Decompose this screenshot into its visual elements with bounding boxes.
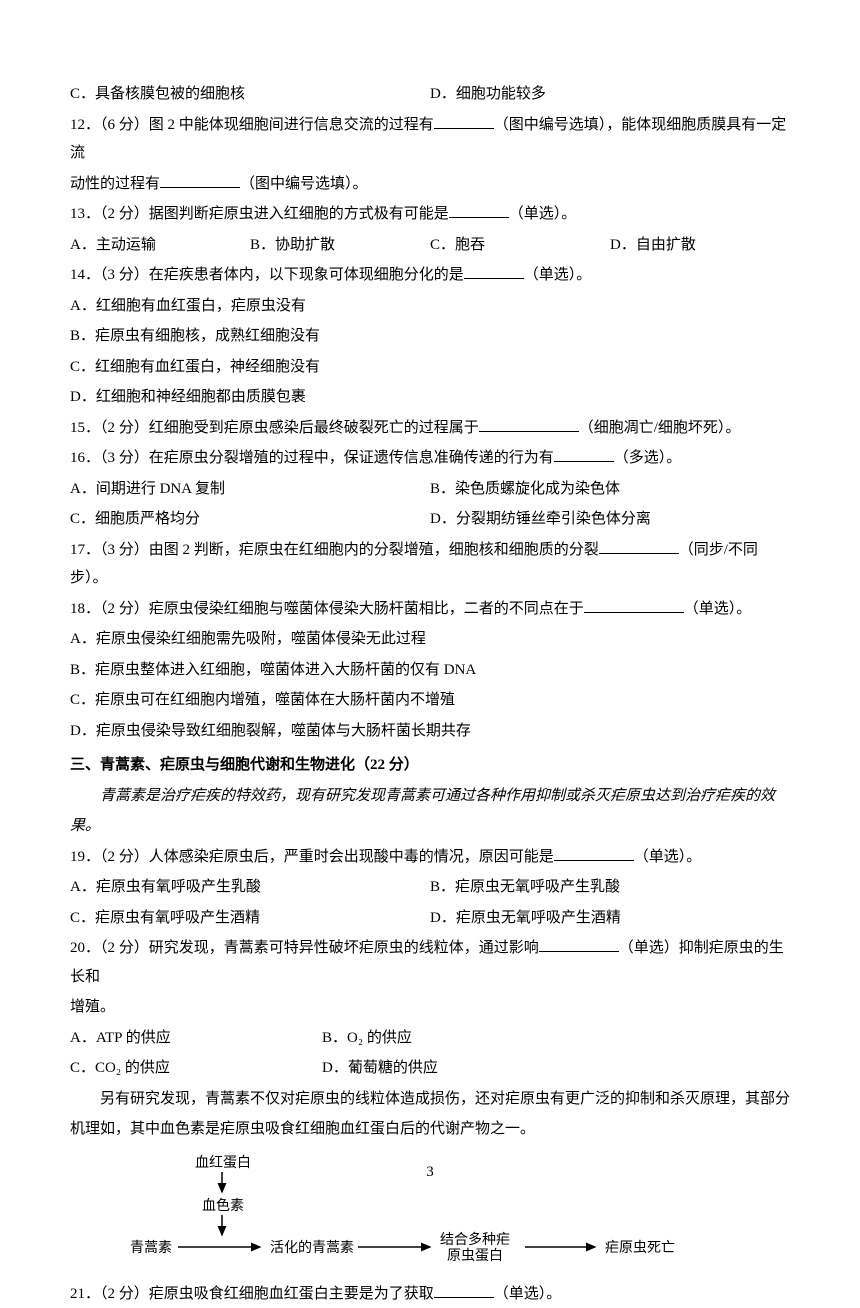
q20-option-a: A．ATP 的供应 — [70, 1024, 322, 1053]
q19-text: 19．（2 分）人体感染疟原虫后，严重时会出现酸中毒的情况，原因可能是 — [70, 849, 554, 865]
q17-text: 17．（3 分）由图 2 判断，疟原虫在红细胞内的分裂增殖，细胞核和细胞质的分裂 — [70, 542, 599, 558]
q12-prefix: 12．（6 分）图 2 中能体现细胞间进行信息交流的过程有 — [70, 117, 434, 133]
q18-blank — [584, 598, 684, 613]
q16-suffix: （多选）。 — [614, 450, 682, 466]
q18-stem: 18．（2 分）疟原虫侵染红细胞与噬菌体侵染大肠杆菌相比，二者的不同点在于 （单选… — [70, 595, 790, 624]
q18-option-c: C．疟原虫可在红细胞内增殖，噬菌体在大肠杆菌内不增殖 — [70, 686, 790, 715]
q20-line1: 20．（2 分）研究发现，青蒿素可特异性破坏疟原虫的线粒体，通过影响（单选）抑制… — [70, 934, 790, 991]
q16-blank — [554, 447, 614, 462]
q13-option-d: D．自由扩散 — [610, 231, 790, 260]
q17-blank — [599, 539, 679, 554]
q18-option-a: A．疟原虫侵染红细胞需先吸附，噬菌体侵染无此过程 — [70, 625, 790, 654]
q12-blank2 — [160, 173, 240, 188]
q19-suffix: （单选）。 — [634, 849, 702, 865]
q18-suffix: （单选）。 — [684, 601, 752, 617]
q12-line2b: （图中编号选填）。 — [240, 176, 368, 192]
q16-stem: 16．（3 分）在疟原虫分裂增殖的过程中，保证遗传信息准确传递的行为有 （多选）。 — [70, 444, 790, 473]
q20-line2: 增殖。 — [70, 993, 790, 1022]
q20-blank — [539, 937, 619, 952]
diagram-node5b: 原虫蛋白 — [447, 1248, 503, 1264]
section3-intro1: 青蒿素是治疗疟疾的特效药，现有研究发现青蒿素可通过各种作用抑制或杀灭疟原虫达到治… — [70, 782, 790, 811]
q20-option-d: D．葡萄糖的供应 — [322, 1054, 682, 1083]
diagram-node3: 青蒿素 — [130, 1240, 172, 1256]
diagram-node2: 血色素 — [202, 1197, 244, 1214]
q19-option-a: A．疟原虫有氧呼吸产生乳酸 — [70, 873, 430, 902]
q20-text: 20．（2 分）研究发现，青蒿素可特异性破坏疟原虫的线粒体，通过影响 — [70, 940, 539, 956]
q21-blank — [434, 1283, 494, 1298]
q20-option-b: B．O₂ 的供应 — [322, 1024, 682, 1053]
q19-options-ab: A．疟原虫有氧呼吸产生乳酸 B．疟原虫无氧呼吸产生乳酸 — [70, 873, 790, 902]
q12-line2: 动性的过程有 （图中编号选填）。 — [70, 170, 790, 199]
q18-option-b: B．疟原虫整体进入红细胞，噬菌体进入大肠杆菌的仅有 DNA — [70, 656, 790, 685]
q14-suffix: （单选）。 — [524, 267, 592, 283]
q12-blank1 — [434, 114, 494, 129]
q21-suffix: （单选）。 — [494, 1286, 562, 1302]
q13-option-b: B．协助扩散 — [250, 231, 430, 260]
q16-text: 16．（3 分）在疟原虫分裂增殖的过程中，保证遗传信息准确传递的行为有 — [70, 450, 554, 466]
page-number: 3 — [426, 1158, 434, 1187]
q17-stem: 17．（3 分）由图 2 判断，疟原虫在红细胞内的分裂增殖，细胞核和细胞质的分裂… — [70, 536, 790, 593]
q11-options-cd: C．具备核膜包被的细胞核 D．细胞功能较多 — [70, 80, 790, 109]
q20-options-ab: A．ATP 的供应 B．O₂ 的供应 — [70, 1024, 790, 1053]
extra-line1: 另有研究发现，青蒿素不仅对疟原虫的线粒体造成损伤，还对疟原虫有更广泛的抑制和杀灭… — [70, 1085, 790, 1114]
q13-suffix: （单选）。 — [509, 206, 577, 222]
q18-option-d: D．疟原虫侵染导致红细胞裂解，噬菌体与大肠杆菌长期共存 — [70, 717, 790, 746]
q12-line1: 12．（6 分）图 2 中能体现细胞间进行信息交流的过程有（图中编号选填），能体… — [70, 111, 790, 168]
diagram-node4: 活化的青蒿素 — [270, 1240, 354, 1256]
q19-option-b: B．疟原虫无氧呼吸产生乳酸 — [430, 873, 790, 902]
q19-stem: 19．（2 分）人体感染疟原虫后，严重时会出现酸中毒的情况，原因可能是 （单选）。 — [70, 843, 790, 872]
q19-options-cd: C．疟原虫有氧呼吸产生酒精 D．疟原虫无氧呼吸产生酒精 — [70, 904, 790, 933]
q13-option-a: A．主动运输 — [70, 231, 250, 260]
q16-options-ab: A．间期进行 DNA 复制 B．染色质螺旋化成为染色体 — [70, 475, 790, 504]
q15-blank — [479, 417, 579, 432]
q18-text: 18．（2 分）疟原虫侵染红细胞与噬菌体侵染大肠杆菌相比，二者的不同点在于 — [70, 601, 584, 617]
q13-options: A．主动运输 B．协助扩散 C．胞吞 D．自由扩散 — [70, 231, 790, 260]
q15-stem: 15．（2 分）红细胞受到疟原虫感染后最终破裂死亡的过程属于 （细胞凋亡/细胞坏死… — [70, 414, 790, 443]
q14-text: 14．（3 分）在疟疾患者体内，以下现象可体现细胞分化的是 — [70, 267, 464, 283]
q14-blank — [464, 264, 524, 279]
q20-option-c: C．CO₂ 的供应 — [70, 1054, 322, 1083]
q14-stem: 14．（3 分）在疟疾患者体内，以下现象可体现细胞分化的是 （单选）。 — [70, 261, 790, 290]
diagram-node5: 结合多种疟 — [440, 1231, 510, 1248]
q11-option-d: D．细胞功能较多 — [430, 80, 790, 109]
section3-title: 三、青蒿素、疟原虫与细胞代谢和生物进化（22 分） — [70, 751, 790, 780]
mechanism-diagram: 血红蛋白 血色素 青蒿素 活化的青蒿素 结合多种疟 原虫蛋白 疟原虫死亡 — [130, 1152, 790, 1272]
q16-option-a: A．间期进行 DNA 复制 — [70, 475, 430, 504]
diagram-node1: 血红蛋白 — [195, 1155, 251, 1171]
q21-text: 21．（2 分）疟原虫吸食红细胞血红蛋白主要是为了获取 — [70, 1286, 434, 1302]
q19-blank — [554, 846, 634, 861]
q13-text: 13．（2 分）据图判断疟原虫进入红细胞的方式极有可能是 — [70, 206, 449, 222]
q19-option-c: C．疟原虫有氧呼吸产生酒精 — [70, 904, 430, 933]
q14-option-d: D．红细胞和神经细胞都由质膜包裹 — [70, 383, 790, 412]
diagram-node6: 疟原虫死亡 — [605, 1240, 675, 1256]
q16-option-c: C．细胞质严格均分 — [70, 505, 430, 534]
q16-option-d: D．分裂期纺锤丝牵引染色体分离 — [430, 505, 790, 534]
q12-line2a: 动性的过程有 — [70, 176, 160, 192]
q15-text: 15．（2 分）红细胞受到疟原虫感染后最终破裂死亡的过程属于 — [70, 420, 479, 436]
q13-option-c: C．胞吞 — [430, 231, 610, 260]
extra-line2: 机理如，其中血色素是疟原虫吸食红细胞血红蛋白后的代谢产物之一。 — [70, 1115, 790, 1144]
q20-options-cd: C．CO₂ 的供应 D．葡萄糖的供应 — [70, 1054, 790, 1083]
q16-option-b: B．染色质螺旋化成为染色体 — [430, 475, 790, 504]
q14-option-c: C．红细胞有血红蛋白，神经细胞没有 — [70, 353, 790, 382]
q16-options-cd: C．细胞质严格均分 D．分裂期纺锤丝牵引染色体分离 — [70, 505, 790, 534]
q11-option-c: C．具备核膜包被的细胞核 — [70, 80, 430, 109]
q13-blank — [449, 203, 509, 218]
q14-option-a: A．红细胞有血红蛋白，疟原虫没有 — [70, 292, 790, 321]
q15-suffix: （细胞凋亡/细胞坏死）。 — [579, 420, 741, 436]
q13-stem: 13．（2 分）据图判断疟原虫进入红细胞的方式极有可能是 （单选）。 — [70, 200, 790, 229]
q14-option-b: B．疟原虫有细胞核，成熟红细胞没有 — [70, 322, 790, 351]
q21-stem: 21．（2 分）疟原虫吸食红细胞血红蛋白主要是为了获取 （单选）。 — [70, 1280, 790, 1308]
section3-intro2: 果。 — [70, 812, 790, 841]
q19-option-d: D．疟原虫无氧呼吸产生酒精 — [430, 904, 790, 933]
